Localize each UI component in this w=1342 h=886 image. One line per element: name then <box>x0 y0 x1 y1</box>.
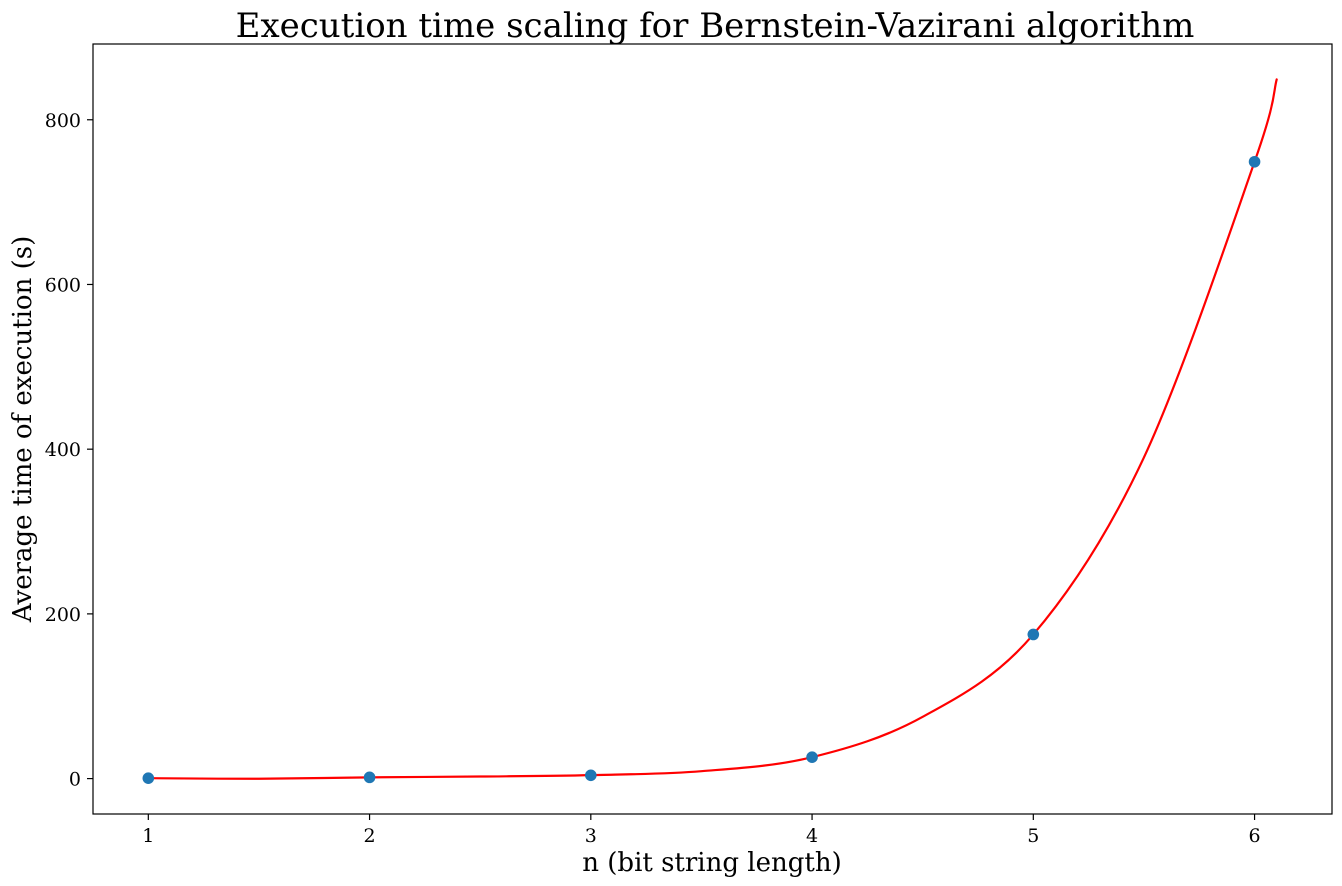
chart-title: Execution time scaling for Bernstein-Vaz… <box>236 6 1195 46</box>
x-tick-label: 5 <box>1027 825 1039 847</box>
axes-frame <box>92 43 1333 815</box>
y-tick-label: 200 <box>45 604 81 626</box>
x-axis: 1 2 3 4 5 6 <box>142 814 1261 847</box>
y-axis-label: Average time of execution (s) <box>8 236 38 623</box>
x-tick-label: 4 <box>806 825 818 847</box>
data-point <box>806 751 818 763</box>
data-point <box>142 772 155 784</box>
data-point <box>363 771 376 784</box>
x-axis-label: n (bit string length) <box>582 848 841 878</box>
x-tick-label: 6 <box>1249 825 1261 847</box>
y-tick-label: 400 <box>45 439 81 461</box>
y-tick-label: 800 <box>45 110 81 132</box>
y-axis: 0 200 400 600 800 <box>45 110 93 791</box>
y-tick-label: 0 <box>69 769 81 791</box>
data-point <box>585 769 597 782</box>
x-tick-label: 3 <box>585 825 597 847</box>
x-tick-label: 2 <box>364 825 376 847</box>
data-point <box>1027 628 1040 641</box>
plot-area <box>142 78 1278 784</box>
data-point <box>1248 155 1261 168</box>
fit-curve-line <box>147 78 1278 780</box>
x-tick-label: 1 <box>142 825 154 847</box>
y-tick-label: 600 <box>45 274 81 296</box>
